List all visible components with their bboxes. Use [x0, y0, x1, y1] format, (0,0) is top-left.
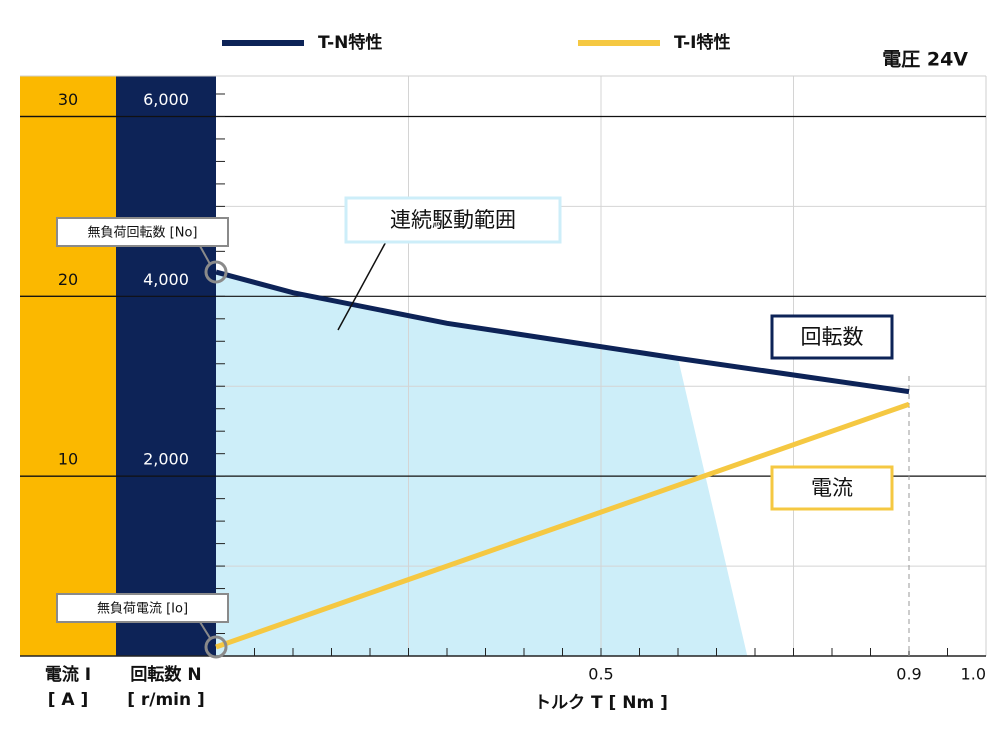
no-load-speed-pointer: [199, 245, 211, 265]
no-load-marker: [204, 260, 228, 284]
no-load-marker: [204, 635, 228, 659]
speed-axis-band: [116, 76, 216, 656]
no-load-current-label: 無負荷電流 [Io]: [97, 602, 188, 617]
y-tick-label: 4,000: [143, 270, 189, 289]
y2-axis-unit: [ A ]: [48, 690, 89, 710]
legend-label: T-I特性: [674, 32, 730, 53]
no-load-current-pointer: [199, 621, 211, 639]
voltage-label: 電圧 24V: [882, 49, 968, 71]
series-line: [215, 401, 910, 650]
x-tick-label: 0.9: [896, 665, 921, 684]
speed-label: 回転数: [801, 325, 864, 349]
y2-tick-label: 10: [58, 450, 78, 469]
speed-label-box: [770, 314, 894, 360]
region-label-box: [344, 196, 562, 244]
y-tick-label: 6,000: [143, 90, 189, 109]
legend-label: T-N特性: [318, 32, 382, 53]
x-tick-label: 0.5: [588, 665, 613, 684]
no-load-speed-label-box: [56, 217, 229, 247]
y-axis-label: 回転数 N: [130, 664, 201, 685]
x-tick-label: 1.0: [961, 665, 986, 684]
y2-tick-label: 30: [58, 90, 78, 109]
y2-axis-label: 電流 I: [45, 664, 91, 685]
region-label: 連続駆動範囲: [390, 208, 516, 232]
no-load-current-label-box: [56, 593, 229, 623]
continuous-region: [216, 272, 748, 656]
no-load-speed-label: 無負荷回転数 [No]: [88, 226, 198, 241]
region-pointer: [337, 237, 389, 331]
y2-tick-label: 20: [58, 270, 78, 289]
x-axis-label: トルク T [ Nm ]: [534, 693, 668, 713]
y-axis-unit: [ r/min ]: [127, 690, 205, 710]
current-label-box: [770, 465, 894, 511]
current-label: 電流: [811, 476, 853, 500]
current-axis-band: [20, 76, 116, 656]
series-line: [215, 269, 910, 395]
y-tick-label: 2,000: [143, 450, 189, 469]
